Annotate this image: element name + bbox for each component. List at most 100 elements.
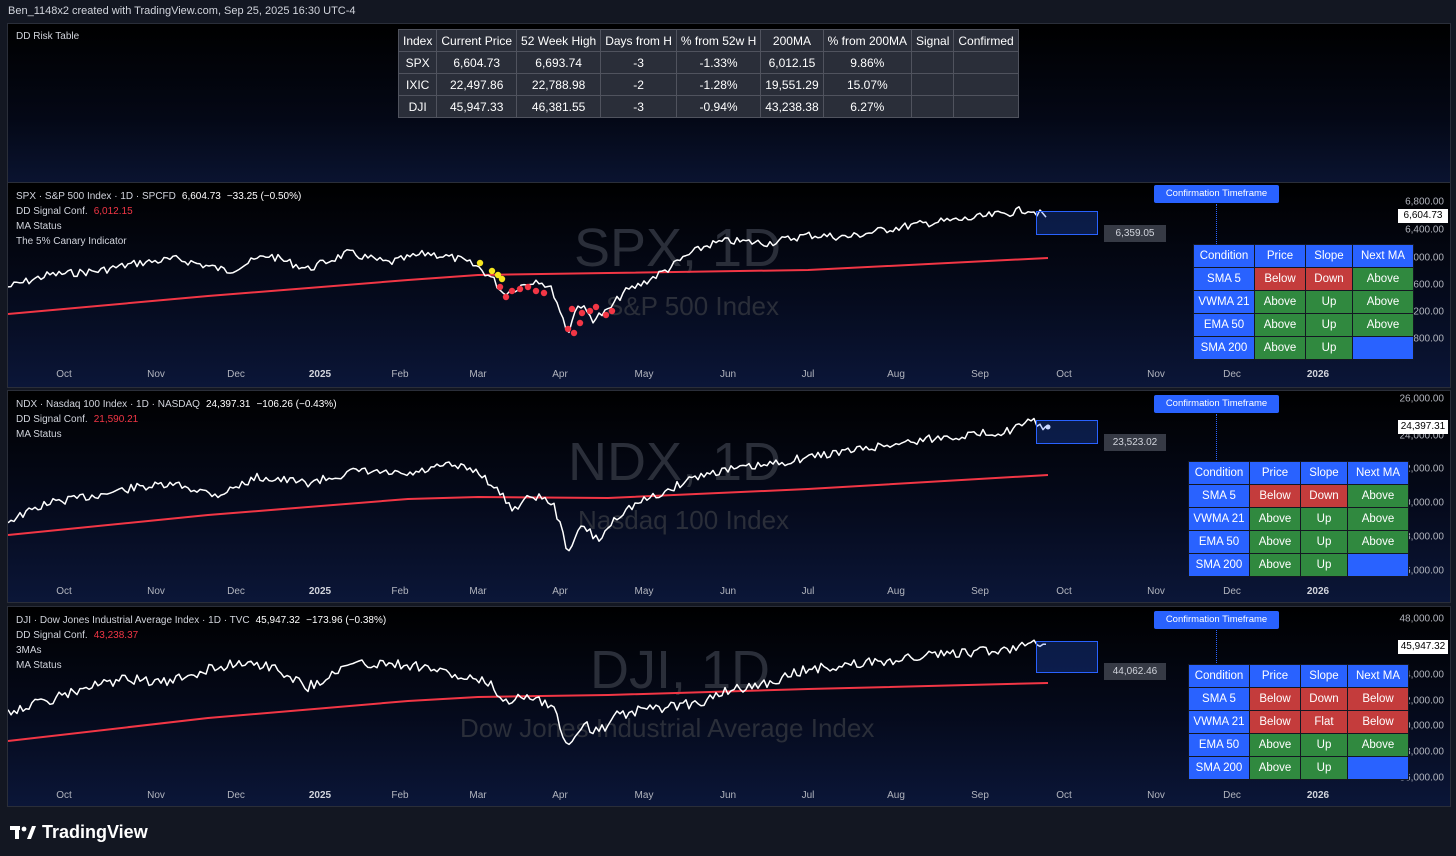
ma-status-header-cell: Next MA <box>1347 664 1409 688</box>
canary-signal-dot <box>508 287 516 295</box>
ma-status-cell: Up <box>1305 313 1353 337</box>
risk-table-cell: IXIC <box>397 73 438 96</box>
ma-status-table: Condition Price Slope Next MA SMA 5 Below Down… <box>1188 461 1409 577</box>
indicator-legend-ma-status[interactable]: MA Status <box>16 221 62 232</box>
confirmation-zone <box>1036 211 1098 235</box>
chart-pane-spx[interactable]: SPX, 1D S&P 500 Index SPX · S&P 500 Inde… <box>7 182 1451 388</box>
risk-table-cell <box>953 95 1019 118</box>
price-axis-label: 20,000.00 <box>1399 497 1445 509</box>
risk-table-cell: -0.94% <box>675 95 762 118</box>
indicator-legend-3mas[interactable]: 3MAs <box>16 645 42 656</box>
confirmation-guide-line <box>1216 204 1217 250</box>
canary-signal-dot <box>564 325 572 333</box>
time-axis-label: Jun <box>719 790 737 801</box>
time-axis-label: May <box>634 790 654 801</box>
ma-status-cell: SMA 5 <box>1188 484 1250 508</box>
indicator-value: 6,012.15 <box>93 206 133 217</box>
indicator-legend-canary[interactable]: The 5% Canary Indicator <box>16 236 127 247</box>
attribution-text: Ben_1148x2 created with TradingView.com,… <box>8 5 356 17</box>
ma-status-cell: Up <box>1300 530 1348 554</box>
last-price: 6,604.73 <box>181 191 221 202</box>
risk-table-header-cell: Days from H <box>600 29 677 52</box>
risk-table-title: DD Risk Table <box>16 31 80 42</box>
ma-status-cell: Above <box>1249 756 1301 780</box>
symbol-line: SPX · S&P 500 Index · 1D · SPCFD <box>16 191 176 202</box>
time-axis-label: Oct <box>56 586 72 597</box>
target-price-label: 6,359.05 <box>1104 225 1166 242</box>
risk-table-header-cell: 52 Week High <box>516 29 602 52</box>
legend: SPX · S&P 500 Index · 1D · SPCFD 6,604.73… <box>16 189 301 249</box>
canary-signal-dot <box>586 307 594 315</box>
time-axis-label: Dec <box>227 790 245 801</box>
ma-status-header-cell: Next MA <box>1347 461 1409 485</box>
indicator-legend-ma-status[interactable]: MA Status <box>16 429 62 440</box>
price-axis[interactable]: 6,800.00 6,400.00 6,000.00 5,600.00 5,200.00… <box>1396 183 1450 387</box>
top-bar: Ben_1148x2 created with TradingView.com,… <box>0 0 1456 22</box>
indicator-legend-signal-conf[interactable]: DD Signal Conf. 6,012.15 <box>16 204 301 219</box>
ma-status-cell: Up <box>1300 733 1348 757</box>
time-axis[interactable]: Oct Nov Dec 2025 Feb Mar Apr May Jun Jul Aug Sep Oct… <box>8 369 1450 383</box>
ma-status-row: SMA 200 Above Up <box>1193 336 1414 360</box>
price-chart[interactable] <box>8 607 1450 806</box>
price-chart[interactable] <box>8 183 1450 387</box>
canary-signal-dot <box>476 259 484 267</box>
canary-signal-dot <box>496 283 504 291</box>
ma-status-header-cell: Condition <box>1188 664 1250 688</box>
confirmation-timeframe-label: Confirmation Timeframe <box>1154 395 1279 413</box>
ma-200-line <box>8 474 1049 536</box>
price-axis-label: 42,000.00 <box>1399 695 1445 707</box>
time-axis-label: Sep <box>971 369 989 380</box>
risk-table-cell: 6,012.15 <box>760 51 824 74</box>
time-axis[interactable]: Oct Nov Dec 2025 Feb Mar Apr May Jun Jul Aug Sep Oct… <box>8 586 1450 600</box>
risk-table-cell: 22,497.86 <box>436 73 518 96</box>
time-axis-label: Mar <box>469 790 487 801</box>
chart-pane-ndx[interactable]: NDX, 1D Nasdaq 100 Index NDX · Nasdaq 10… <box>7 390 1451 603</box>
risk-table-cell <box>910 95 955 118</box>
ma-status-header-cell: Price <box>1249 664 1301 688</box>
price-axis-label: 4,800.00 <box>1405 333 1444 345</box>
chart-pane-dji[interactable]: DJI, 1D Dow Jones Industrial Average Ind… <box>7 606 1451 807</box>
price-axis[interactable]: 26,000.00 24,000.00 22,000.00 20,000.00 18,0… <box>1396 391 1450 602</box>
time-axis-label: Dec <box>227 369 245 380</box>
symbol-legend[interactable]: DJI · Dow Jones Industrial Average Index… <box>16 613 386 628</box>
ma-status-cell: Below <box>1254 267 1306 291</box>
ma-status-cell: Up <box>1305 336 1353 360</box>
ma-status-cell: EMA 50 <box>1188 733 1250 757</box>
indicator-value: 21,590.21 <box>93 414 139 425</box>
price-axis-label: 6,400.00 <box>1405 224 1444 236</box>
risk-table-cell: 15.07% <box>822 73 913 96</box>
symbol-line: NDX · Nasdaq 100 Index · 1D · NASDAQ <box>16 399 200 410</box>
symbol-legend[interactable]: NDX · Nasdaq 100 Index · 1D · NASDAQ 24,3… <box>16 397 337 412</box>
price-chart[interactable] <box>8 391 1450 602</box>
ma-status-cell: Up <box>1305 290 1353 314</box>
ma-status-row: EMA 50 Above Up Above <box>1188 733 1409 757</box>
time-axis-label: Jul <box>801 790 815 801</box>
ma-status-row: SMA 200 Above Up <box>1188 756 1409 780</box>
risk-table-row: DJI 45,947.33 46,381.55 -3 -0.94% 43,238.38 6.… <box>397 95 1019 118</box>
ma-status-cell: Above <box>1352 267 1414 291</box>
ma-status-cell <box>1352 336 1414 360</box>
time-axis-label: Nov <box>1147 369 1165 380</box>
time-axis[interactable]: Oct Nov Dec 2025 Feb Mar Apr May Jun Jul Aug Sep Oct… <box>8 790 1450 804</box>
indicator-legend-ma-status[interactable]: MA Status <box>16 660 62 671</box>
ma-status-cell: Above <box>1254 336 1306 360</box>
ma-status-header-cell: Slope <box>1305 244 1353 268</box>
time-axis-label: Feb <box>391 790 409 801</box>
risk-table-row: IXIC 22,497.86 22,788.98 -2 -1.28% 19,551.29 1… <box>397 73 1019 96</box>
indicator-legend-signal-conf[interactable]: DD Signal Conf. 43,238.37 <box>16 628 386 643</box>
time-axis-label: Oct <box>1056 790 1072 801</box>
risk-table-cell: 6.27% <box>822 95 913 118</box>
ma-status-cell: Flat <box>1300 710 1348 734</box>
time-axis-label: 2025 <box>308 369 332 380</box>
time-axis-label: Dec <box>227 586 245 597</box>
risk-table-cell <box>953 73 1019 96</box>
indicator-legend-signal-conf[interactable]: DD Signal Conf. 21,590.21 <box>16 412 337 427</box>
ma-status-header-cell: Condition <box>1188 461 1250 485</box>
price-axis-label: 22,000.00 <box>1399 463 1445 475</box>
risk-table-cell: 43,238.38 <box>760 95 824 118</box>
time-axis-label: Jul <box>801 369 815 380</box>
risk-table-header-cell: Index <box>397 29 438 52</box>
tradingview-logo[interactable]: TradingView <box>10 821 148 843</box>
symbol-legend[interactable]: SPX · S&P 500 Index · 1D · SPCFD 6,604.73… <box>16 189 301 204</box>
time-axis-label: Nov <box>1147 790 1165 801</box>
